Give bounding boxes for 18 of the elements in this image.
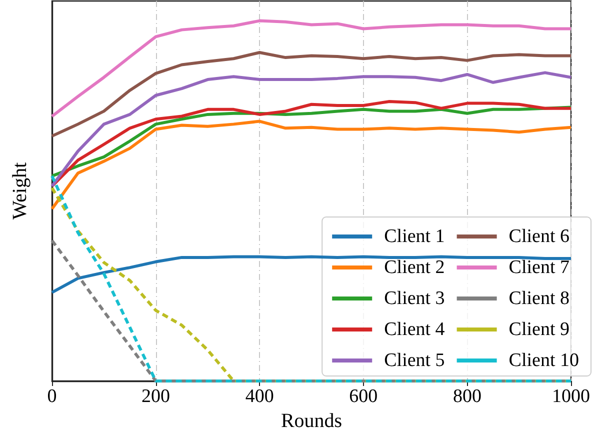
legend-label: Client 8 (508, 288, 570, 309)
legend-label: Client 7 (508, 257, 570, 278)
legend-label: Client 3 (384, 288, 445, 309)
legend-label: Client 1 (384, 226, 445, 247)
x-tick-label: 1000 (552, 386, 590, 407)
legend-label: Client 4 (384, 319, 446, 340)
x-tick-label: 800 (452, 386, 482, 407)
legend-label: Client 5 (384, 350, 445, 371)
legend-label: Client 10 (508, 350, 580, 371)
y-axis-title: Weight (9, 162, 31, 220)
x-tick-label: 600 (349, 386, 378, 407)
legend-label: Client 2 (384, 257, 445, 278)
x-tick-label: 200 (142, 386, 170, 407)
x-axis-title: Rounds (280, 410, 342, 432)
legend-label: Client 9 (508, 319, 570, 340)
legend-label: Client 6 (508, 226, 570, 247)
x-tick-label: 0 (47, 386, 57, 407)
x-tick-label: 400 (245, 386, 274, 407)
